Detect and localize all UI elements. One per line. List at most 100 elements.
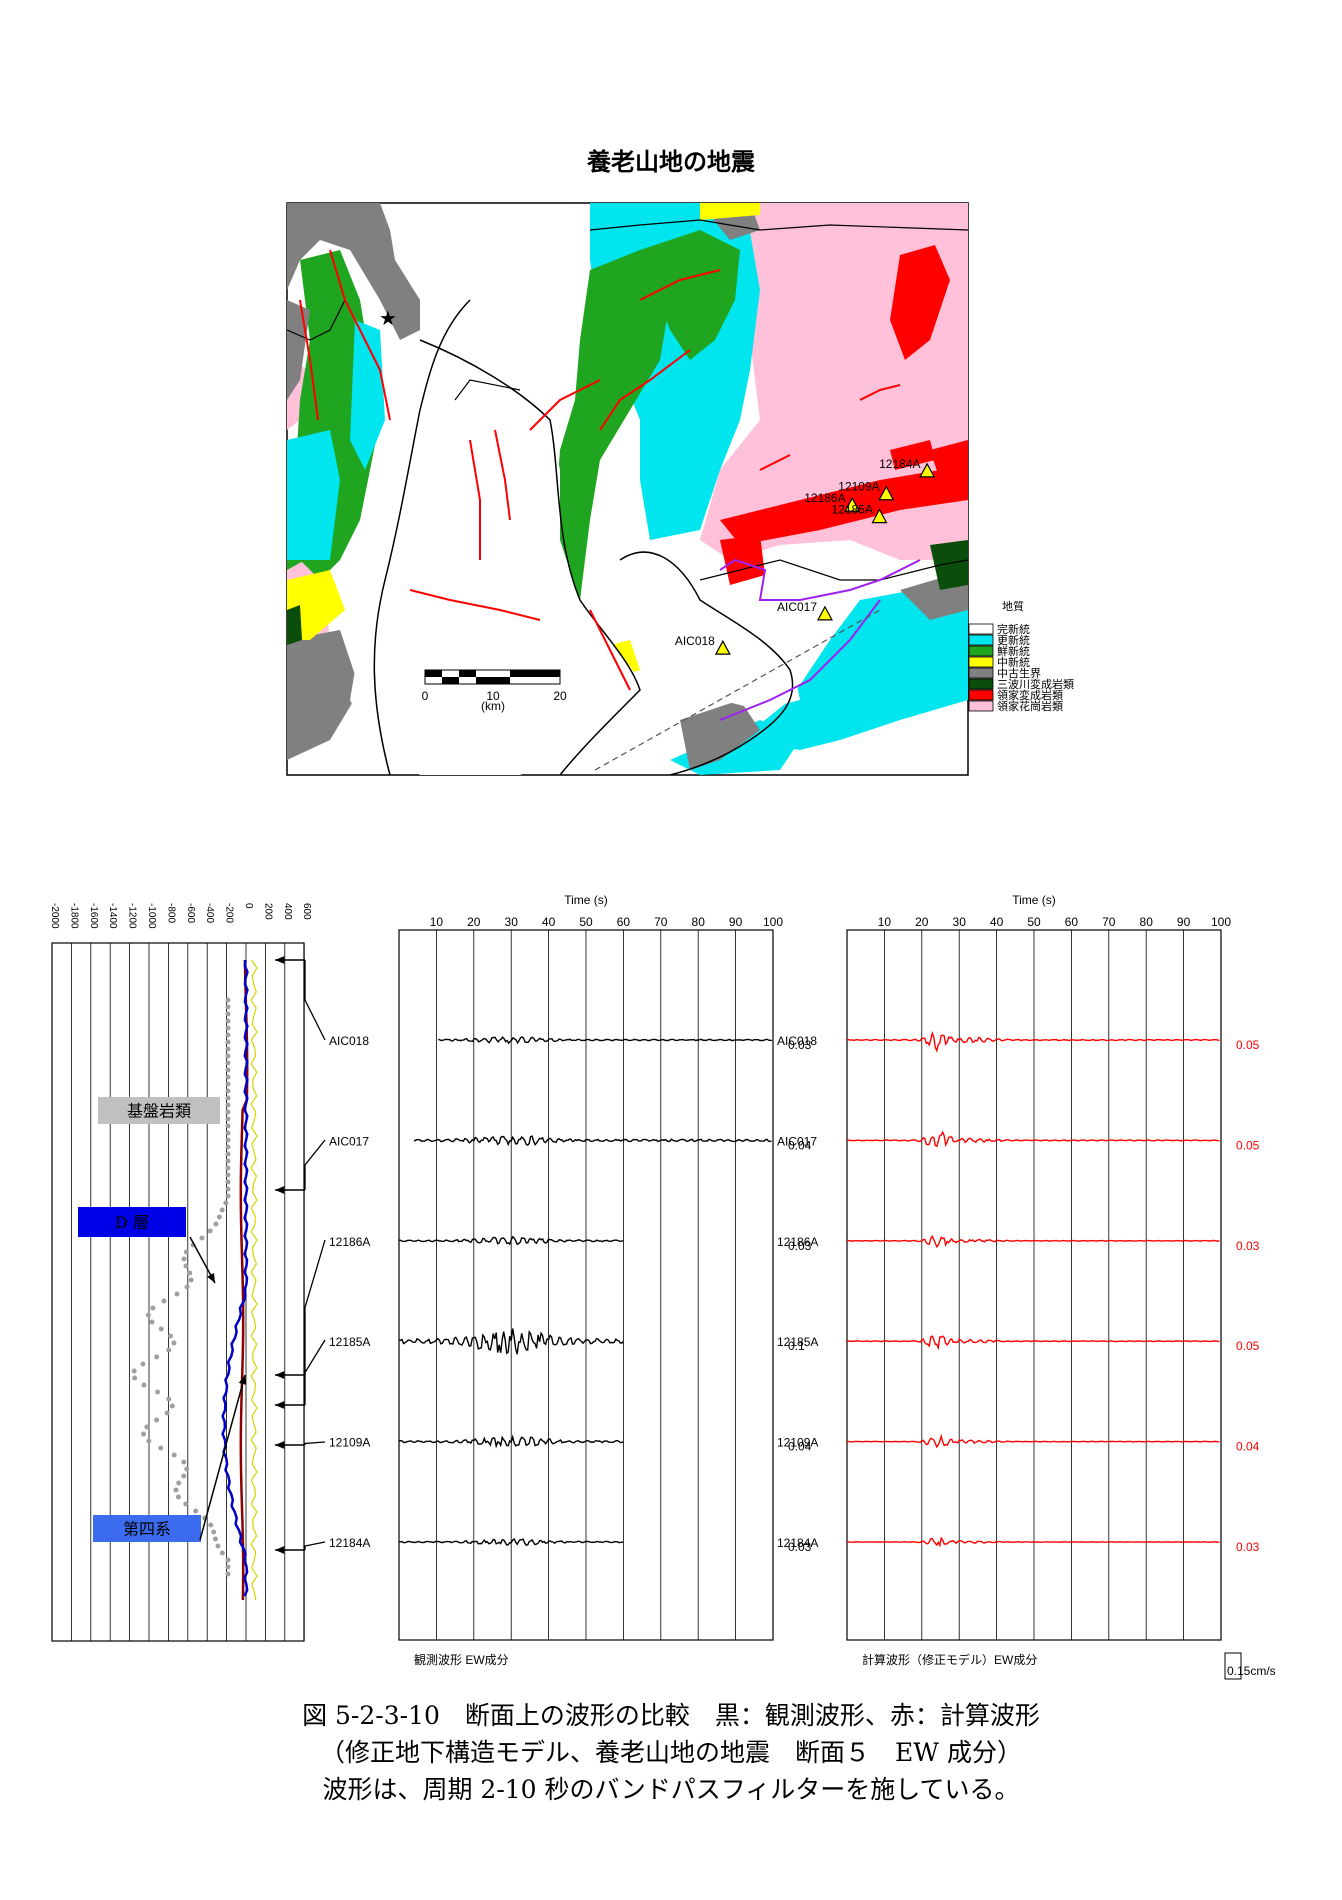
- time-tick-label: 60: [617, 915, 631, 929]
- basement-point: [225, 1074, 231, 1080]
- basement-point: [225, 1144, 231, 1150]
- map-station-label: AIC018: [675, 634, 715, 648]
- basement-point: [225, 1151, 231, 1157]
- basement-point: [225, 1165, 231, 1171]
- basement-point: [225, 1193, 231, 1199]
- profile-tick-label: -1400: [107, 903, 118, 929]
- waveform-panel-label: 計算波形（修正モデル）EW成分: [862, 1652, 1037, 1667]
- basement-point: [183, 1249, 189, 1255]
- basement-point: [216, 1214, 222, 1220]
- basement-point: [184, 1466, 190, 1472]
- basement-point: [225, 1557, 231, 1563]
- profile-tick-label: 0: [243, 903, 254, 909]
- profile-tick-label: -600: [185, 903, 196, 923]
- basement-point: [225, 1564, 231, 1570]
- time-tick-label: 90: [729, 915, 743, 929]
- caption-line-3: 波形は、周期 2-10 秒のバンドパスフィルターを施している。: [322, 1775, 1020, 1804]
- amplitude-label: 0.03: [788, 1540, 812, 1554]
- basement-point: [173, 1487, 179, 1493]
- basement-point: [183, 1263, 189, 1269]
- basement-point: [225, 1123, 231, 1129]
- basement-point: [158, 1445, 164, 1451]
- time-tick-label: 60: [1065, 915, 1079, 929]
- time-tick-label: 90: [1177, 915, 1191, 929]
- basement-point: [167, 1333, 173, 1339]
- legend-label: 鮮新統: [997, 644, 1030, 658]
- basement-point: [215, 1543, 221, 1549]
- basement-point: [145, 1312, 151, 1318]
- time-tick-label: 40: [542, 915, 556, 929]
- map-station-label: 12185A: [831, 503, 872, 517]
- elevation-profile: -2000 -1800 -1600 -1400 -1200 -1000 -800 -600 -4…: [49, 903, 326, 1642]
- amplitude-label: 0.1: [788, 1339, 805, 1353]
- waveform-station-label: 12185A: [777, 1335, 818, 1349]
- profile-tick-label: -1000: [146, 903, 157, 929]
- arrow-head-icon: [275, 1371, 285, 1379]
- time-tick-label: 50: [579, 915, 593, 929]
- profile-label-box: [98, 1097, 220, 1124]
- station-leader-line: [304, 1339, 326, 1405]
- geology-map: ★ 0 10 20 (km) 地質 完新統更新統鮮新統中新統中古生界三波川変成岩…: [286, 202, 1074, 776]
- waveform-trace: [846, 1536, 1220, 1548]
- station-triangle-icon: [871, 508, 888, 524]
- basement-point: [199, 1235, 205, 1241]
- station-triangle-icon: [878, 485, 895, 501]
- waveform-station-label: 12186A: [329, 1235, 370, 1249]
- amplitude-scale-label: 0.15cm/s: [1227, 1664, 1276, 1678]
- profile-label-box: [78, 1207, 186, 1237]
- waveform-trace: [846, 1335, 1220, 1351]
- profile-tick-label: -1600: [88, 903, 99, 929]
- basement-point: [131, 1368, 137, 1374]
- legend-label: 更新統: [997, 633, 1030, 647]
- basement-point: [184, 1284, 190, 1290]
- basement-point: [208, 1522, 214, 1528]
- basement-point: [225, 1172, 231, 1178]
- legend-swatch: [968, 667, 994, 679]
- time-tick-label: 40: [990, 915, 1004, 929]
- basement-point: [166, 1347, 172, 1353]
- profile-label: 第四系: [123, 1520, 171, 1539]
- amplitude-label: 0.05: [1236, 1339, 1260, 1353]
- basement-point: [181, 1473, 187, 1479]
- map-station-label: 12186A: [804, 491, 845, 505]
- amplitude-label: 0.03: [1236, 1239, 1260, 1253]
- station-leader-line: [304, 1139, 326, 1190]
- basement-point: [225, 1116, 231, 1122]
- basement-point: [193, 1508, 199, 1514]
- station-leader-line: [304, 1441, 326, 1445]
- profile-tick-label: -2000: [49, 903, 60, 929]
- amplitude-scale: 0.15cm/s: [1224, 1652, 1276, 1680]
- basement-point: [154, 1417, 160, 1423]
- arrow-head-icon: [275, 1546, 285, 1554]
- profile-label-box: [93, 1515, 201, 1542]
- time-axis-label: Time (s): [564, 893, 608, 907]
- time-tick-label: 80: [1140, 915, 1154, 929]
- basement-point: [144, 1424, 150, 1430]
- legend-label: 完新統: [997, 622, 1030, 636]
- waveform-station-label: 12184A: [329, 1536, 370, 1550]
- arrow-head-icon: [275, 956, 285, 964]
- time-tick-label: 70: [1102, 915, 1116, 929]
- amplitude-label: 0.03: [788, 1038, 812, 1052]
- basement-point: [211, 1529, 217, 1535]
- profile-tick-label: 600: [301, 903, 312, 920]
- basement-point: [176, 1480, 182, 1486]
- basement-point: [225, 1130, 231, 1136]
- legend-title: 地質: [1002, 599, 1024, 613]
- basement-point: [187, 1270, 193, 1276]
- arrow-head-icon: [275, 1401, 285, 1409]
- basement-point: [225, 1004, 231, 1010]
- waveform-trace: [846, 1030, 1220, 1053]
- basement-point: [169, 1403, 175, 1409]
- scale-unit: (km): [481, 699, 505, 713]
- station-leader-line: [304, 960, 326, 1041]
- basement-point: [225, 1011, 231, 1017]
- basement-point: [225, 1109, 231, 1115]
- basement-point: [154, 1354, 160, 1360]
- basement-point: [181, 1256, 187, 1262]
- basement-point: [219, 1207, 225, 1213]
- legend-label: 中古生界: [997, 666, 1041, 680]
- time-tick-label: 20: [915, 915, 929, 929]
- profile-tick-label: -400: [204, 903, 215, 923]
